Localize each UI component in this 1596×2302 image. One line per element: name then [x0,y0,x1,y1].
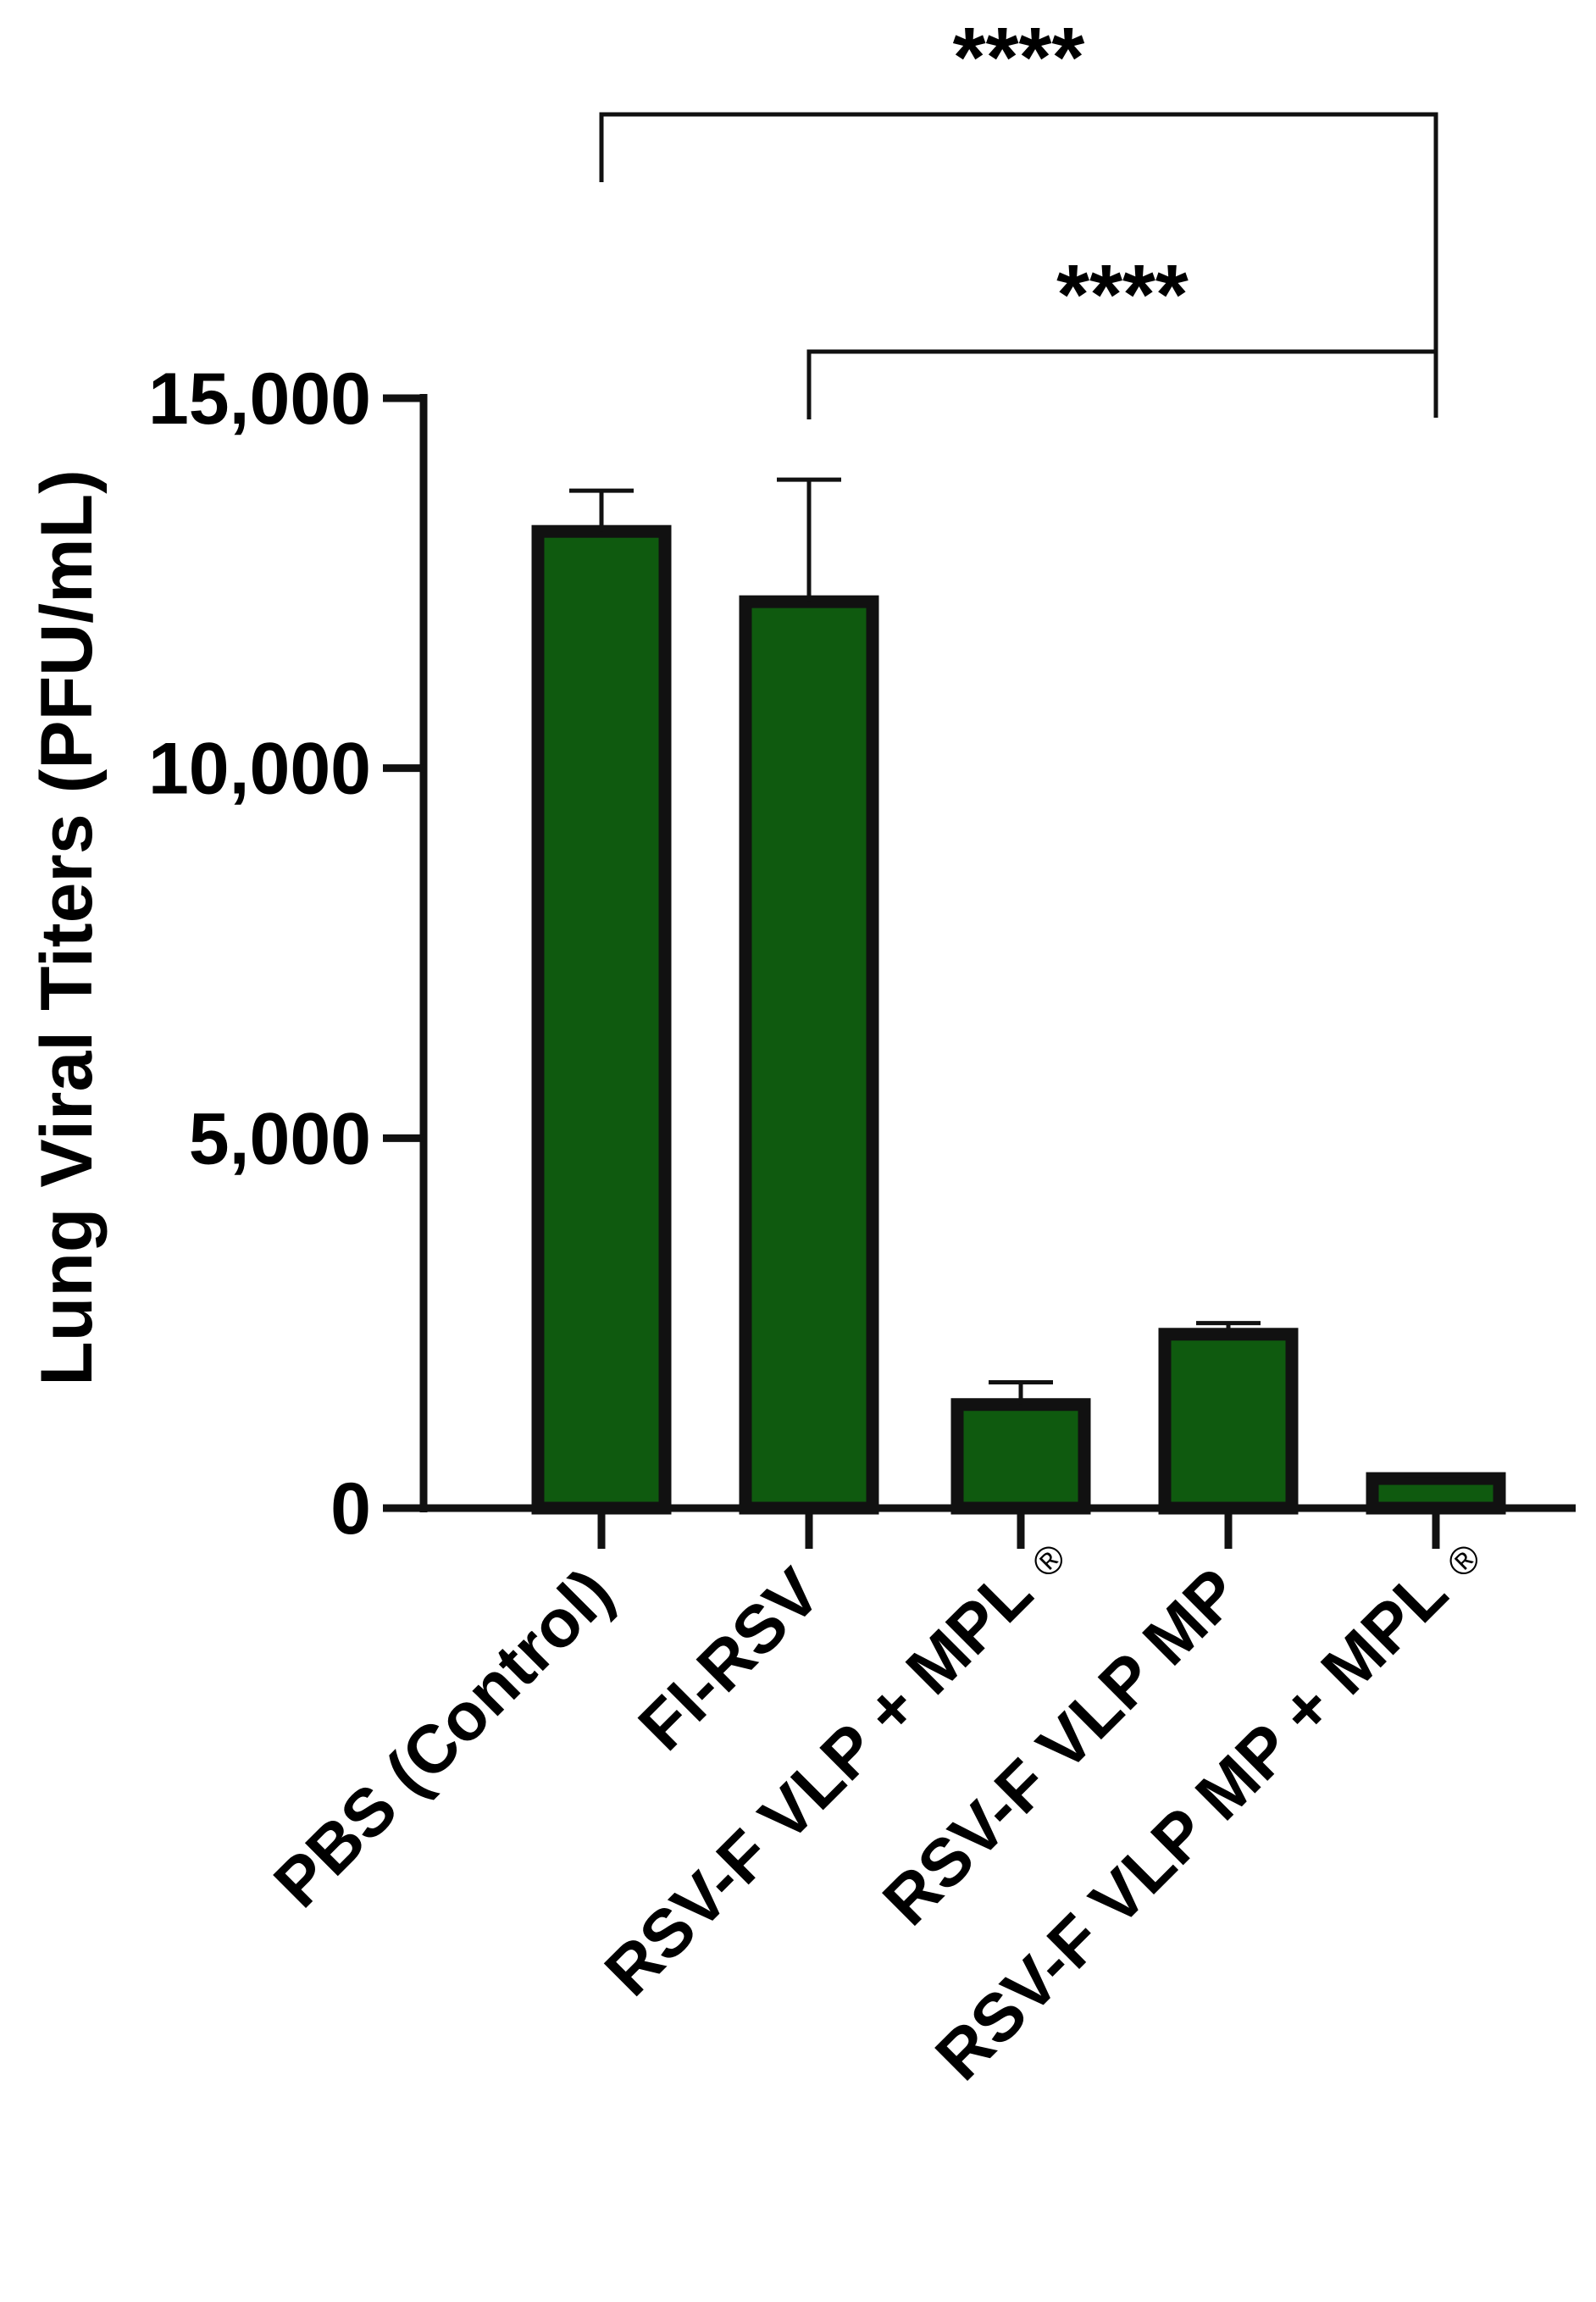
bar [739,595,879,1515]
category-label: FI-RSV [624,1554,834,1764]
category-label: RSV-F VLP MP [868,1554,1254,1939]
bars [531,524,1506,1515]
significance-annotations: **** **** [599,10,1438,419]
registered-mark: ® [1438,1534,1489,1586]
error-bars [569,477,1468,1479]
bar [531,524,672,1515]
bar [950,1398,1091,1515]
y-axis: 0 5,000 10,000 15,000 [148,358,428,1550]
significance-label: **** [1056,247,1189,342]
bar [1158,1328,1299,1515]
bar [1366,1472,1506,1515]
category-label: PBS (Control) [259,1554,627,1922]
y-tick-label: 0 [330,1468,371,1550]
significance-bracket [599,112,1438,418]
significance-bracket [806,349,1438,419]
registered-mark: ® [1022,1534,1074,1586]
y-axis-label: Lung Viral Titers (PFU/mL) [26,469,108,1386]
y-tick-label: 15,000 [148,358,371,440]
significance-label: **** [953,10,1085,105]
y-tick-label: 10,000 [148,729,371,810]
y-tick-label: 5,000 [189,1098,371,1179]
